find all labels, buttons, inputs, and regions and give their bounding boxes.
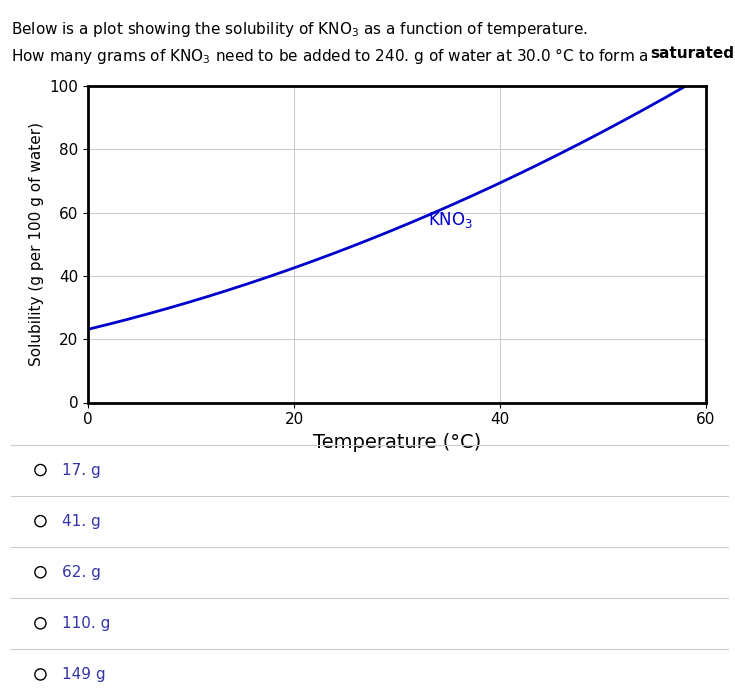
Text: 110. g: 110. g (62, 616, 111, 631)
Text: saturated: saturated (650, 46, 734, 60)
Text: Below is a plot showing the solubility of KNO$_3$ as a function of temperature.: Below is a plot showing the solubility o… (11, 20, 588, 38)
Text: 149 g: 149 g (62, 667, 106, 682)
Text: KNO$_3$: KNO$_3$ (428, 210, 473, 230)
Y-axis label: Solubility (g per 100 g of water): Solubility (g per 100 g of water) (29, 122, 44, 366)
Text: 41. g: 41. g (62, 514, 101, 528)
Text: 17. g: 17. g (62, 463, 101, 477)
Text: 62. g: 62. g (62, 565, 101, 580)
X-axis label: Temperature (°C): Temperature (°C) (313, 433, 481, 452)
Text: How many grams of KNO$_3$ need to be added to 240. g of water at 30.0 °C to form: How many grams of KNO$_3$ need to be add… (11, 46, 650, 66)
Text: How many grams of KNO$_3$ need to be added to 240. g of water at 30.0 °C to form: How many grams of KNO$_3$ need to be add… (0, 699, 1, 700)
